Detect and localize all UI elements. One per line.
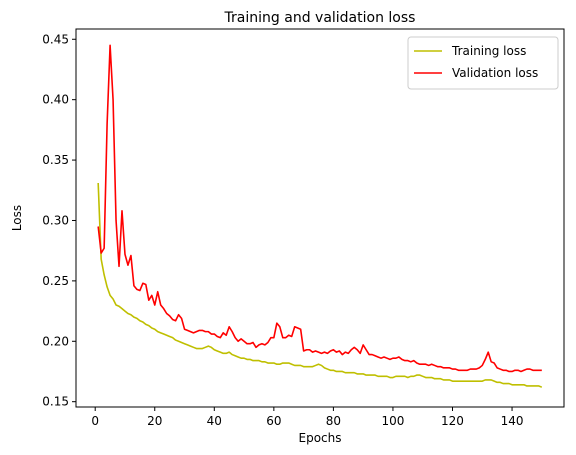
legend-box	[407, 36, 559, 90]
y-tick-label: 0.15	[42, 395, 69, 409]
y-tick-label: 0.20	[42, 334, 69, 348]
series-line-training-loss	[97, 182, 543, 388]
plot-area	[75, 28, 565, 408]
x-axis-ticks: 0 20 40 60 80 100 120 140	[91, 407, 523, 428]
x-tick-label: 100	[381, 414, 404, 428]
x-axis-label: Epochs	[299, 431, 342, 445]
chart-title: Training and validation loss	[224, 10, 416, 26]
y-tick-label: 0.40	[42, 93, 69, 107]
legend-entry-label: Validation loss	[452, 66, 538, 80]
legend: Training loss Validation loss	[407, 36, 559, 90]
y-tick-label: 0.30	[42, 213, 69, 227]
series-layer	[97, 44, 543, 388]
x-tick-label: 140	[501, 414, 524, 428]
x-tick-label: 120	[441, 414, 464, 428]
x-tick-label: 0	[91, 414, 99, 428]
series-line-validation-loss	[97, 44, 542, 373]
axes-frame	[75, 28, 565, 408]
y-axis-label: Loss	[10, 205, 24, 231]
x-tick-label: 20	[147, 414, 162, 428]
y-axis-ticks: 0.15 0.20 0.25 0.30 0.35 0.40 0.45	[42, 32, 76, 409]
x-tick-label: 60	[266, 414, 281, 428]
y-tick-label: 0.25	[42, 274, 69, 288]
x-tick-label: 80	[326, 414, 341, 428]
y-tick-label: 0.45	[42, 32, 69, 46]
x-tick-label: 40	[207, 414, 222, 428]
legend-entry-label: Training loss	[451, 44, 526, 58]
y-tick-label: 0.35	[42, 153, 69, 167]
